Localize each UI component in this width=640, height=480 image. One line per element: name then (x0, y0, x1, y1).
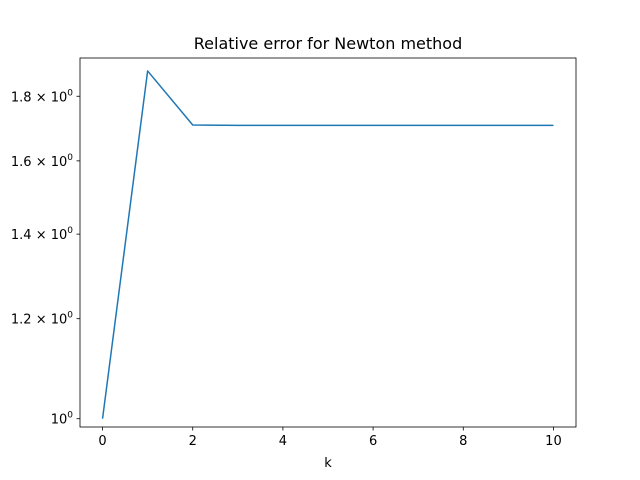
y-axis: 100 1.2 × 100 1.4 × 100 1.6 × 100 1.8 × 100 (11, 88, 80, 428)
x-tick-label: 8 (459, 434, 467, 449)
series-line (101, 70, 554, 419)
y-tick-label: 1.6 × 100 (11, 153, 73, 170)
x-axis: 0 2 4 6 8 10 (98, 427, 562, 449)
x-tick-label: 2 (189, 434, 197, 449)
y-tick-label: 1.2 × 100 (11, 311, 73, 328)
y-tick-label: 1.8 × 100 (11, 88, 73, 105)
x-tick-label: 10 (545, 434, 562, 449)
x-tick-label: 0 (98, 434, 106, 449)
y-tick-label: 1.4 × 100 (11, 226, 73, 243)
x-axis-label: k (324, 456, 332, 471)
x-tick-label: 6 (369, 434, 377, 449)
y-tick-label: 100 (51, 411, 74, 428)
plot-area (79, 57, 577, 428)
chart-title: Relative error for Newton method (194, 34, 463, 53)
axes-frame (79, 57, 577, 428)
x-tick-label: 4 (279, 434, 287, 449)
